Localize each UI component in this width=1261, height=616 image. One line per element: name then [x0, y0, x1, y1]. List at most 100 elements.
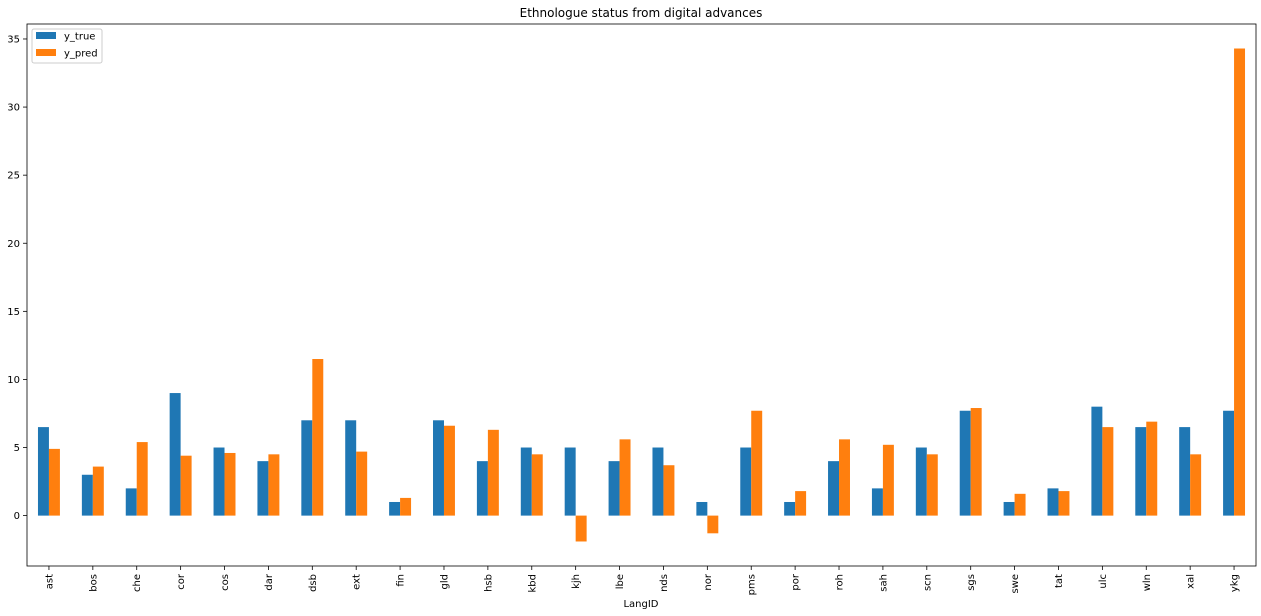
bar-y_true-por — [784, 501, 796, 516]
legend-label-y_true: y_true — [64, 32, 95, 43]
bar-y_true-xal — [1179, 427, 1191, 516]
bar-y_pred-gld — [443, 425, 455, 516]
bar-y_pred-xal — [1190, 454, 1202, 516]
bar-y_pred-scn — [926, 454, 938, 516]
bar-y_true-cor — [169, 393, 181, 516]
bar-y_pred-roh — [839, 439, 850, 516]
bar-y_true-wln — [1135, 427, 1147, 516]
x-tick-label: tat — [1054, 574, 1065, 588]
bar-y_pred-wln — [1146, 421, 1158, 516]
x-tick-label: gld — [439, 574, 450, 589]
bar-y_true-gld — [433, 420, 444, 516]
bar-y_pred-lbe — [619, 439, 631, 516]
x-tick-label: cor — [176, 573, 187, 590]
bar-y_pred-sgs — [970, 408, 982, 516]
x-tick-label: lbe — [615, 574, 626, 589]
bars-group — [37, 48, 1246, 542]
chart-title: Ethnologue status from digital advances — [520, 6, 763, 20]
bar-y_true-ast — [37, 427, 49, 516]
bar-y_true-cos — [213, 447, 225, 516]
bar-y_true-sah — [871, 488, 883, 516]
bar-y_pred-nor — [707, 515, 719, 534]
bar-y_true-nor — [696, 501, 708, 516]
y-tick-label: 35 — [7, 34, 20, 45]
x-tick-label: por — [791, 573, 802, 590]
bar-y_true-ext — [345, 420, 357, 516]
x-tick-label: dsb — [308, 574, 319, 592]
bar-y_true-nds — [652, 447, 664, 516]
y-tick-label: 25 — [7, 171, 20, 182]
bar-y_true-bos — [81, 474, 93, 516]
x-axis-label: LangID — [623, 599, 658, 610]
x-tick-label: xal — [1186, 574, 1197, 589]
bar-y_pred-dar — [268, 454, 280, 516]
y-tick-label: 30 — [7, 103, 20, 114]
x-tick-label: ykg — [1230, 574, 1241, 592]
x-tick-label: nds — [659, 574, 670, 592]
bar-y_pred-por — [795, 491, 807, 516]
x-tick-label: dar — [264, 573, 275, 590]
bar-y_pred-sah — [882, 444, 894, 516]
bar-y_true-sgs — [959, 410, 971, 516]
bar-y_true-scn — [915, 447, 927, 516]
y-tick-label: 10 — [7, 375, 20, 386]
legend: y_true y_pred — [31, 28, 103, 64]
x-tick-label: sah — [878, 574, 889, 592]
bar-y_true-roh — [828, 461, 840, 516]
x-tick-label: kbd — [527, 574, 538, 593]
bar-y_true-pms — [740, 447, 752, 516]
x-tick-label: hsb — [483, 574, 494, 592]
bar-y_pred-kjh — [575, 515, 587, 542]
bar-y_pred-cos — [224, 452, 236, 516]
bar-y_true-ulc — [1091, 406, 1103, 516]
legend-swatch-y_pred — [36, 49, 56, 56]
bar-y_pred-swe — [1014, 493, 1026, 516]
bar-y_true-dsb — [301, 420, 313, 516]
bar-y_true-tat — [1047, 488, 1059, 516]
bar-y_true-che — [125, 488, 137, 516]
axes-group: 0 5 10 15 20 25 30 35 ast bos che cor cos dar dsb ext fi… — [7, 23, 1257, 595]
x-tick-label: pms — [747, 574, 758, 595]
x-tick-label: roh — [835, 574, 846, 590]
x-tick-label: ext — [352, 574, 363, 590]
x-tick-label: ulc — [1098, 574, 1109, 589]
bar-y_true-kbd — [520, 447, 532, 516]
bar-y_true-fin — [389, 501, 401, 516]
bar-y_pred-fin — [400, 497, 412, 516]
legend-label-y_pred: y_pred — [64, 49, 98, 60]
bar-y_true-hsb — [476, 461, 488, 516]
bar-y_true-swe — [1003, 501, 1015, 516]
bar-y_pred-che — [136, 442, 148, 516]
x-tick-label: ast — [44, 574, 55, 589]
bar-y_pred-ext — [356, 451, 368, 516]
bar-y_true-lbe — [608, 461, 620, 516]
y-tick-label: 0 — [14, 511, 20, 522]
bar-y_pred-nds — [663, 465, 675, 516]
bar-y_true-kjh — [564, 447, 576, 516]
bar-y_pred-ast — [48, 448, 60, 516]
y-tick-label: 20 — [7, 239, 20, 250]
x-tick-label: nor — [703, 573, 714, 590]
bar-y_pred-bos — [92, 466, 104, 516]
bar-y_pred-ulc — [1102, 427, 1114, 516]
bar-y_pred-dsb — [312, 359, 324, 516]
x-tick-label: swe — [1010, 574, 1021, 594]
bar-y_pred-ykg — [1234, 48, 1246, 516]
x-tick-label: wln — [1142, 574, 1153, 591]
bar-y_true-ykg — [1223, 410, 1235, 516]
plot-frame — [26, 23, 1257, 567]
bar-y_pred-cor — [180, 455, 192, 516]
legend-swatch-y_true — [36, 32, 56, 39]
bar-y_pred-hsb — [487, 429, 499, 516]
x-tick-label: kjh — [571, 574, 582, 589]
bar-y_true-dar — [257, 461, 269, 516]
bar-y_pred-pms — [751, 410, 763, 516]
x-tick-label: cos — [220, 574, 231, 591]
x-tick-label: sgs — [966, 574, 977, 591]
x-tick-label: che — [132, 574, 143, 592]
bar-y_pred-tat — [1058, 491, 1070, 516]
bar-y_pred-kbd — [531, 454, 543, 516]
x-tick-label: fin — [396, 574, 407, 587]
y-tick-label: 15 — [7, 307, 20, 318]
